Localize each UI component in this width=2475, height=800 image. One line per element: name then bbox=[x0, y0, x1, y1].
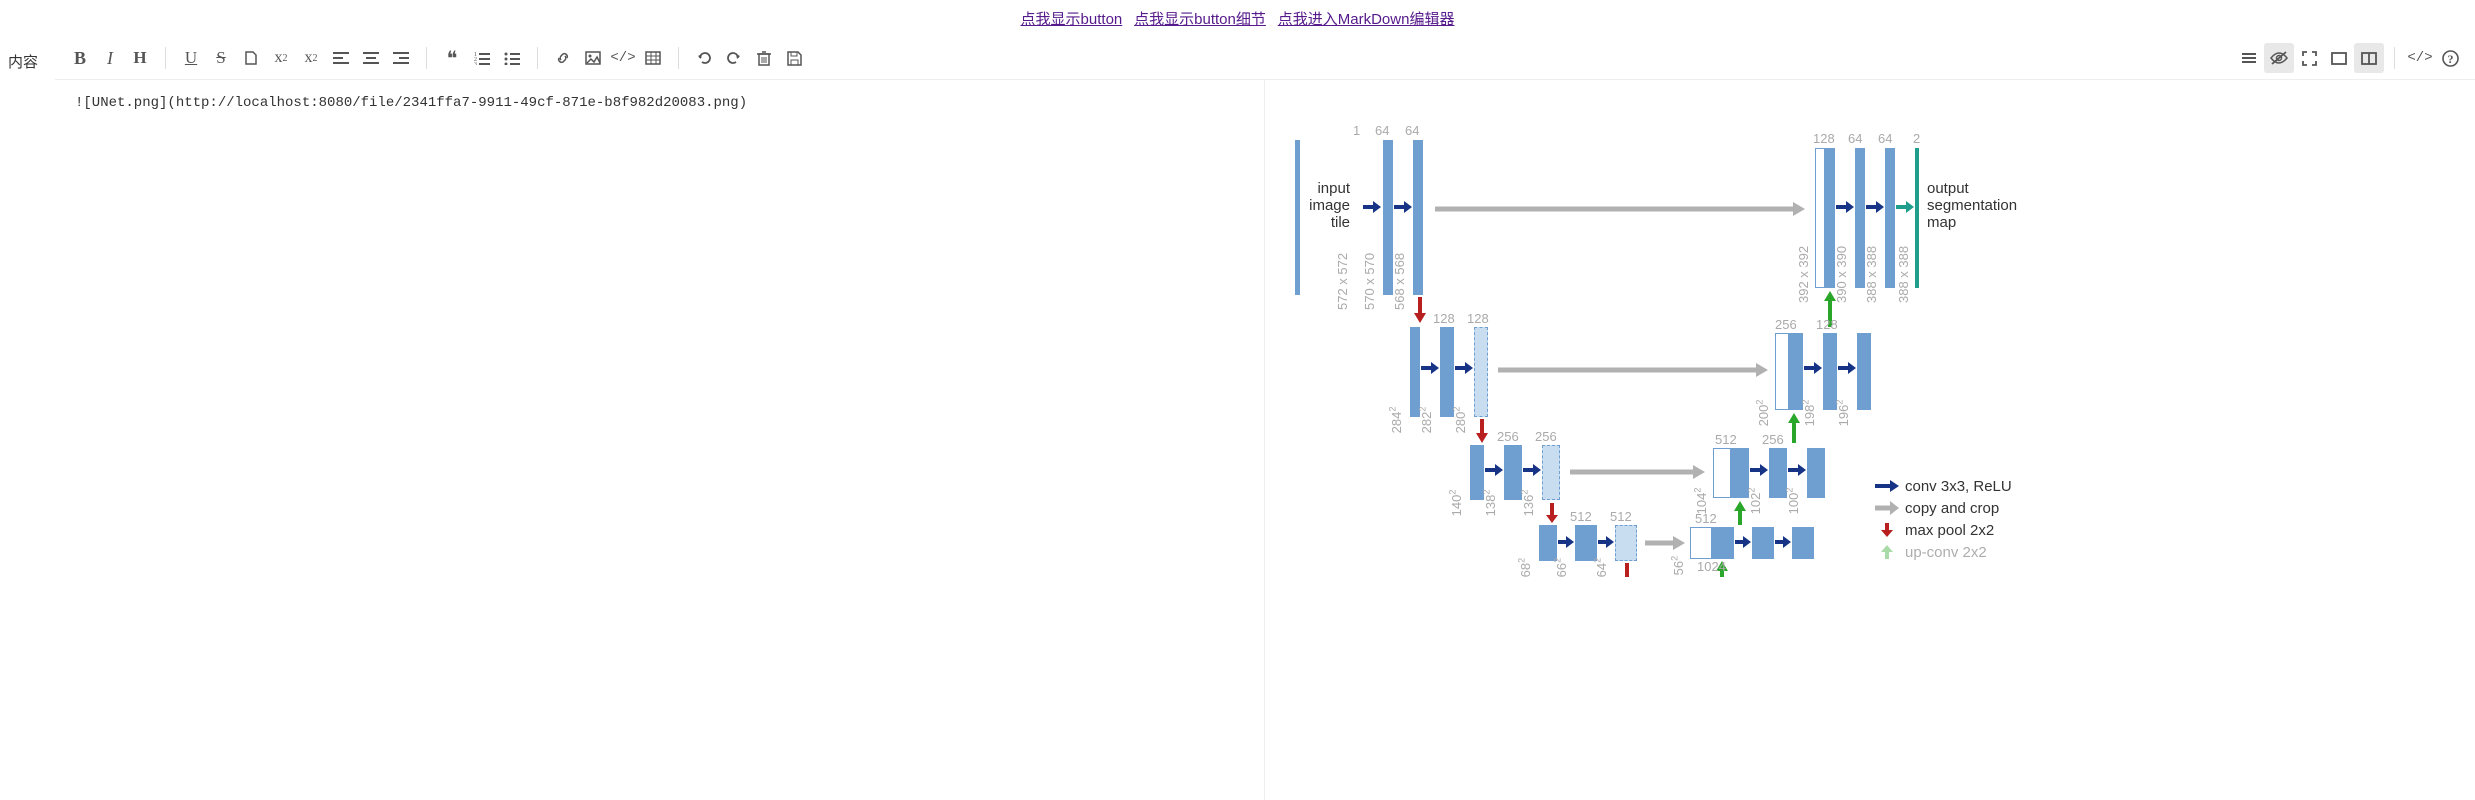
subscript-button[interactable]: x2 bbox=[296, 43, 326, 73]
redo-button[interactable] bbox=[719, 43, 749, 73]
markdown-source-pane[interactable]: ![UNet.png](http://localhost:8080/file/2… bbox=[55, 80, 1265, 800]
help-button[interactable]: ? bbox=[2435, 43, 2465, 73]
mark-button[interactable] bbox=[236, 43, 266, 73]
navigation-button[interactable] bbox=[2234, 43, 2264, 73]
html-mode-button[interactable]: </> bbox=[2405, 43, 2435, 73]
save-button[interactable] bbox=[779, 43, 809, 73]
strikethrough-button[interactable]: S bbox=[206, 43, 236, 73]
link-button[interactable] bbox=[548, 43, 578, 73]
markdown-source-text: ![UNet.png](http://localhost:8080/file/2… bbox=[75, 95, 747, 111]
svg-text:?: ? bbox=[2447, 52, 2453, 66]
output-label: outputsegmentationmap bbox=[1927, 180, 2017, 231]
italic-button[interactable]: I bbox=[95, 43, 125, 73]
link-show-button[interactable]: 点我显示button bbox=[1021, 11, 1123, 28]
unordered-list-button[interactable] bbox=[497, 43, 527, 73]
fullscreen-button[interactable] bbox=[2294, 43, 2324, 73]
image-button[interactable] bbox=[578, 43, 608, 73]
split-mode-button[interactable] bbox=[2354, 43, 2384, 73]
table-button[interactable] bbox=[638, 43, 668, 73]
trash-button[interactable] bbox=[749, 43, 779, 73]
top-links: 点我显示button 点我显示button细节 点我进入MarkDown编辑器 bbox=[0, 0, 2475, 37]
markdown-preview-pane: inputimagetile 572 x 572 1 570 x 570 64 … bbox=[1265, 80, 2475, 800]
heading-button[interactable]: H bbox=[125, 43, 155, 73]
align-center-button[interactable] bbox=[356, 43, 386, 73]
svg-text:3: 3 bbox=[474, 62, 477, 65]
link-show-button-detail[interactable]: 点我显示button细节 bbox=[1134, 11, 1266, 28]
read-mode-button[interactable] bbox=[2324, 43, 2354, 73]
unet-diagram: inputimagetile 572 x 572 1 570 x 570 64 … bbox=[1295, 95, 2025, 735]
link-enter-markdown-editor[interactable]: 点我进入MarkDown编辑器 bbox=[1278, 11, 1455, 28]
bold-button[interactable]: B bbox=[65, 43, 95, 73]
field-label: 内容 bbox=[0, 37, 55, 72]
superscript-button[interactable]: x2 bbox=[266, 43, 296, 73]
ordered-list-button[interactable]: 123 bbox=[467, 43, 497, 73]
undo-button[interactable] bbox=[689, 43, 719, 73]
editor-toolbar: B I H U S x2 x2 ❝ 123 bbox=[55, 37, 2475, 80]
align-right-button[interactable] bbox=[386, 43, 416, 73]
code-button[interactable]: </> bbox=[608, 43, 638, 73]
unet-legend: conv 3x3, ReLU copy and crop max pool 2x… bbox=[1875, 475, 2012, 563]
quote-button[interactable]: ❝ bbox=[437, 43, 467, 73]
input-label: inputimagetile bbox=[1295, 180, 1350, 231]
underline-button[interactable]: U bbox=[176, 43, 206, 73]
align-left-button[interactable] bbox=[326, 43, 356, 73]
preview-toggle-button[interactable] bbox=[2264, 43, 2294, 73]
